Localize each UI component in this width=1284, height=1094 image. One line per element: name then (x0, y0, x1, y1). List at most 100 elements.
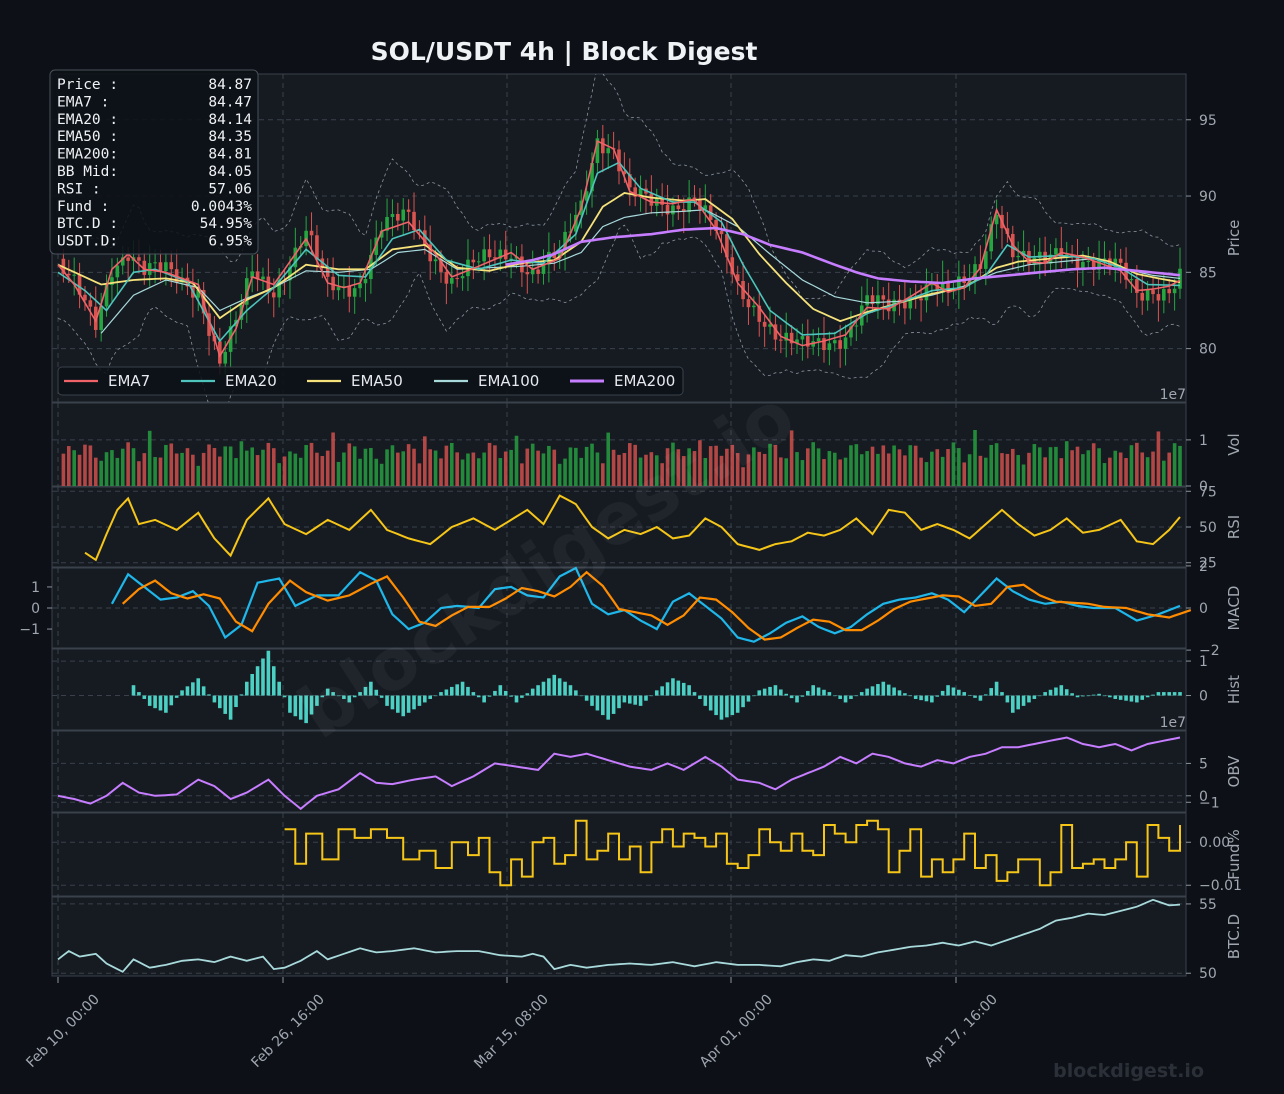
volume-bar (865, 451, 869, 486)
candle-body (876, 295, 880, 305)
candle-body (520, 256, 524, 273)
volume-bar (88, 445, 93, 486)
volume-bar (352, 446, 357, 486)
hist-bar (1081, 695, 1085, 697)
volume-bar (903, 455, 907, 486)
hist-bar (315, 695, 319, 706)
hist-bar (1075, 695, 1080, 698)
candle-body (498, 249, 503, 259)
volume-bar (406, 444, 411, 486)
candle-body (843, 337, 848, 349)
macd-ylabel: MACD (1225, 586, 1243, 631)
hist-bar (665, 682, 670, 696)
volume-bar (77, 454, 82, 486)
price-tick-label: 80 (1199, 342, 1217, 358)
hist-bar (342, 695, 346, 699)
candle-body (1043, 251, 1047, 264)
hist-bar (1124, 695, 1128, 701)
candle-body (1075, 255, 1080, 269)
volume-bar (239, 441, 244, 486)
volume-bar (913, 445, 918, 486)
hist-bar (131, 685, 136, 696)
hist-bar (881, 681, 886, 696)
hist-bar (1021, 695, 1026, 706)
macd-left-tick-label: 1 (31, 580, 40, 596)
info-label: EMA20 : (57, 112, 118, 128)
volume-bar (822, 459, 826, 486)
candle-body (223, 351, 228, 364)
vol-tick-label: 1 (1199, 433, 1208, 449)
legend-label: EMA7 (108, 372, 150, 390)
volume-bar (207, 444, 211, 486)
candle-body (266, 276, 271, 293)
volume-bar (304, 445, 308, 486)
candle-body (849, 326, 853, 338)
candle-body (735, 274, 740, 281)
hist-bar (541, 681, 546, 696)
hist-bar (843, 695, 848, 703)
hist-bar (644, 695, 648, 701)
volume-bar (757, 451, 762, 486)
volume-bar (924, 462, 929, 486)
candle-body (1156, 294, 1161, 301)
hist-bar (638, 695, 643, 706)
candle-body (870, 295, 875, 305)
legend-label: EMA200 (614, 372, 675, 390)
hist-bar (520, 695, 524, 698)
hist-bar (261, 658, 265, 696)
volume-bar (1135, 442, 1139, 486)
volume-bar (1145, 457, 1150, 486)
candle-body (660, 198, 664, 205)
hist-bar (611, 695, 616, 714)
hist-bar (865, 688, 869, 696)
candle-body (725, 234, 729, 258)
info-label: EMA50 : (57, 129, 118, 145)
hist-bar (1059, 685, 1064, 696)
candle-body (930, 284, 934, 286)
candle-body (665, 204, 670, 215)
hist-bar (417, 695, 422, 706)
volume-bar (498, 458, 503, 486)
hist-bar (725, 695, 729, 718)
volume-bar (687, 448, 691, 486)
chart-title: SOL/USDT 4h | Block Digest (371, 37, 758, 66)
candle-body (363, 279, 368, 284)
volume-bar (228, 446, 233, 486)
volume-bar (126, 442, 130, 486)
volume-bar (1162, 460, 1166, 486)
volume-bar (471, 452, 476, 486)
volume-bar (530, 443, 535, 486)
volume-bar (962, 462, 967, 486)
hist-bar (579, 695, 584, 697)
volume-bar (935, 449, 940, 486)
candle-body (379, 230, 384, 238)
hist-bar (1091, 694, 1096, 696)
hist-ylabel: Hist (1225, 675, 1243, 704)
volume-bar (390, 445, 395, 486)
hist-bar (406, 695, 411, 713)
hist-bar (940, 690, 945, 696)
vol-tick-label: 0 (1199, 479, 1208, 495)
candle-body (822, 338, 826, 351)
hist-series (131, 650, 1182, 724)
hist-bar (476, 695, 481, 698)
hist-bar (1135, 695, 1139, 703)
candle-body (455, 278, 459, 280)
volume-bar (487, 442, 492, 486)
volume-bar (940, 456, 945, 486)
volume-bar (158, 457, 163, 486)
volume-bar (1167, 452, 1172, 486)
hist-bar (493, 690, 497, 696)
hist-bar (978, 695, 983, 701)
volume-bar (261, 449, 265, 486)
hist-bar (946, 685, 950, 696)
candle-body (315, 235, 319, 259)
volume-bar (563, 458, 567, 486)
volume-bar (271, 448, 276, 486)
macd-line (110, 566, 1181, 643)
volume-bar (946, 449, 950, 486)
hist-bar (1005, 695, 1010, 703)
volume-bar (1124, 458, 1128, 486)
volume-bar (843, 457, 848, 486)
volume-bar (147, 430, 152, 486)
